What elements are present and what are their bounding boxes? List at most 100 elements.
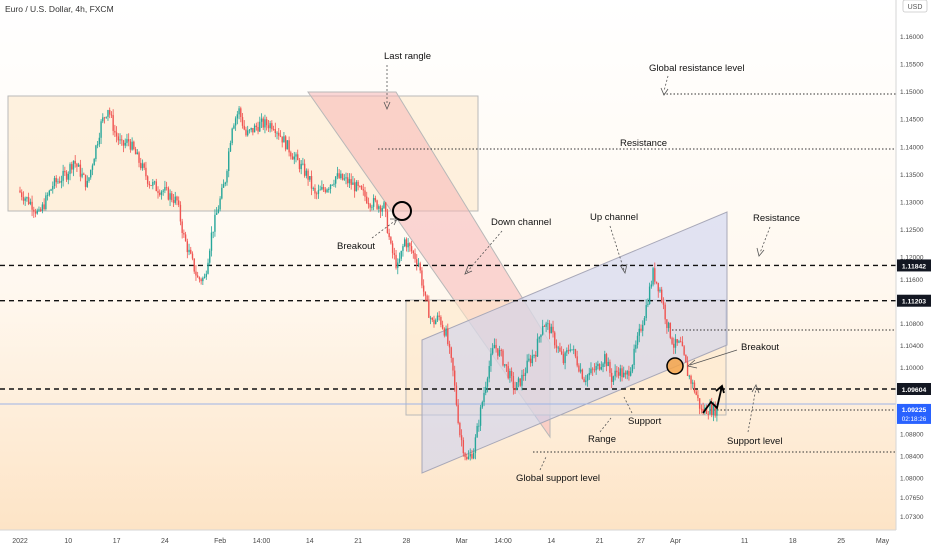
candle-body [50, 189, 52, 191]
candle-body [605, 354, 608, 367]
y-tick-label: 1.15500 [900, 61, 924, 68]
candle-body [652, 268, 654, 285]
candle-body [388, 232, 390, 238]
level-price-label: 1.11203 [902, 299, 926, 306]
label-breakout-2[interactable]: Breakout [741, 342, 779, 353]
label-global-resistance[interactable]: Global resistance level [649, 63, 745, 74]
candle-body [91, 165, 94, 170]
candle-body [490, 353, 492, 367]
chart-title: Euro / U.S. Dollar, 4h, FXCM [5, 4, 114, 14]
label-resistance-2[interactable]: Resistance [753, 213, 800, 224]
up-channel-zone[interactable] [421, 211, 728, 474]
candle-body [631, 365, 634, 372]
candle-body [127, 139, 130, 142]
candle-body [516, 382, 518, 391]
candle-body [134, 148, 137, 155]
candle-body [243, 125, 245, 130]
candle-body [291, 156, 294, 160]
candle-body [476, 426, 478, 438]
candle-body [359, 185, 361, 187]
candle-body [340, 173, 342, 179]
candle-body [45, 195, 47, 210]
candle-body [100, 121, 102, 138]
candle-body [41, 204, 44, 211]
candle-body [312, 187, 314, 189]
candle-body [664, 304, 666, 320]
arrow-global-resistance [663, 75, 669, 92]
candle-body [22, 197, 25, 201]
candle-body [598, 363, 601, 370]
candle-body [371, 206, 373, 208]
x-tick-label: 28 [403, 538, 411, 545]
candle-body [297, 154, 299, 161]
candle-body [179, 204, 182, 222]
candle-body [621, 368, 623, 378]
candle-body [624, 372, 627, 375]
y-tick-label: 1.16000 [900, 34, 924, 41]
candle-body [716, 407, 718, 416]
candle-body [360, 186, 363, 190]
label-last-range[interactable]: Last rangle [384, 51, 431, 62]
y-tick-label: 1.13500 [900, 172, 924, 179]
x-tick-label: 21 [354, 538, 362, 545]
candle-body [333, 183, 335, 185]
candle-body [131, 141, 133, 150]
breakout-circle-1[interactable] [392, 201, 412, 221]
x-tick-label: 27 [637, 538, 645, 545]
current-price-badge[interactable] [897, 403, 931, 424]
label-resistance-1[interactable]: Resistance [620, 138, 667, 149]
candle-body [214, 214, 216, 232]
projection-arrow[interactable] [702, 385, 723, 414]
candle-body [65, 172, 68, 180]
candle-body [578, 365, 580, 372]
candle-body [635, 344, 637, 349]
candle-body [353, 182, 356, 192]
label-up-channel[interactable]: Up channel [590, 212, 638, 223]
candle-body [428, 300, 430, 318]
candle-body [431, 317, 433, 320]
candle-body [440, 316, 442, 325]
y-tick-label: 1.10800 [900, 321, 924, 328]
label-range[interactable]: Range [588, 434, 616, 445]
candle-body [485, 386, 487, 393]
candle-body [504, 364, 506, 366]
x-tick-label: Mar [456, 538, 469, 545]
candle-body [102, 117, 104, 122]
level-price-badge[interactable] [897, 294, 931, 307]
x-tick-label: 21 [596, 538, 604, 545]
candle-body [552, 326, 554, 333]
candle-body [379, 206, 382, 212]
candle-body [560, 351, 563, 355]
label-support[interactable]: Support [628, 416, 662, 427]
countdown-label: 02:18:26 [902, 416, 927, 423]
label-down-channel[interactable]: Down channel [491, 217, 551, 228]
candle-body [562, 354, 565, 364]
candle-body [519, 378, 521, 386]
label-breakout-1[interactable]: Breakout [337, 241, 375, 252]
candle-body [334, 176, 337, 184]
candle-body [136, 152, 138, 155]
breakout-circle-2[interactable] [666, 357, 684, 375]
candle-body [250, 127, 252, 130]
candle-body [705, 407, 708, 414]
candle-body [538, 337, 540, 339]
level-price-badge[interactable] [897, 259, 931, 272]
arrow-resistance-2 [759, 226, 771, 254]
candle-body [378, 206, 380, 209]
arrow-breakout-2 [689, 349, 738, 366]
candle-body [145, 167, 147, 177]
level-price-badge[interactable] [897, 382, 931, 395]
candle-body [673, 343, 675, 348]
candle-body [554, 332, 556, 346]
candle-body [48, 190, 51, 196]
candle-body [414, 253, 416, 260]
candle-body [196, 275, 199, 278]
candle-body [55, 178, 57, 183]
currency-badge[interactable] [902, 0, 928, 13]
label-global-support[interactable]: Global support level [516, 473, 600, 484]
candle-body [38, 209, 40, 211]
y-tick-label: 1.08000 [900, 476, 924, 483]
candle-body [341, 173, 344, 180]
label-support-level[interactable]: Support level [727, 436, 782, 447]
